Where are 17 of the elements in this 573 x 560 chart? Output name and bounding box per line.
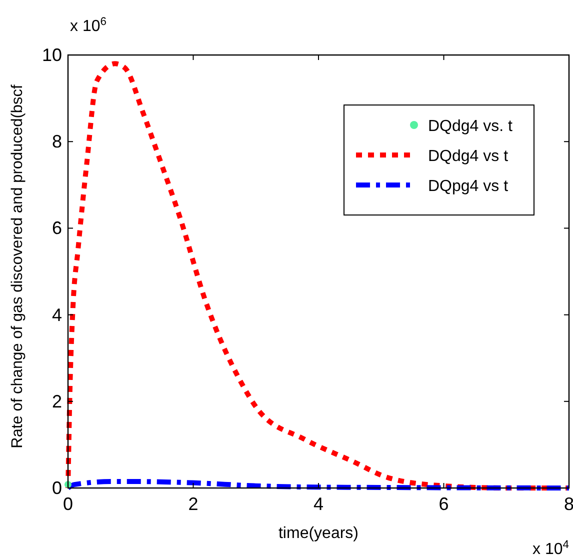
x-axis-title: time(years) [278, 525, 359, 542]
y-tick-label: 4 [52, 304, 62, 325]
y-axis-title: Rate of change of gas discovered and produced(bscf [9, 84, 26, 448]
y-tick-label: 2 [52, 391, 62, 412]
x-tick-label: 2 [188, 494, 198, 514]
y-tick-label: 6 [52, 218, 62, 238]
legend-label: DQdg4 vs. t [428, 118, 514, 135]
x-tick-label: 8 [564, 494, 573, 514]
text: x 10$^{4}$ [532, 539, 569, 558]
legend-label: DQpg4 vs t [428, 178, 509, 195]
y-tick-label: 0 [52, 478, 62, 498]
text: x 10$^{6}$ [70, 16, 106, 35]
legend-label: DQdg4 vs t [428, 148, 509, 165]
x-tick-label: 4 [313, 494, 324, 514]
y-tick-label: 10 [42, 45, 62, 65]
x-tick-label: 6 [438, 494, 449, 514]
y-tick-label: 8 [52, 132, 62, 152]
